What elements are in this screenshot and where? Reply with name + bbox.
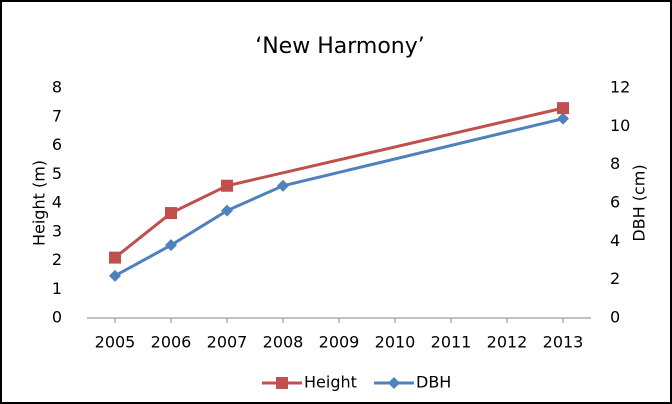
data-point xyxy=(277,179,289,192)
x-tick-label: 2005 xyxy=(95,333,136,352)
x-tick-label: 2013 xyxy=(543,333,584,352)
x-tick-label: 2010 xyxy=(375,333,416,352)
y-tick-label: 1 xyxy=(52,279,62,298)
data-point xyxy=(109,269,121,282)
data-point xyxy=(109,251,121,264)
y2-tick-label: 10 xyxy=(610,116,630,135)
series-line xyxy=(114,106,564,259)
data-point xyxy=(557,102,569,115)
y-tick-label: 5 xyxy=(52,164,62,183)
x-tick-label: 2009 xyxy=(319,333,360,352)
y2-tick-label: 12 xyxy=(610,78,630,97)
y-tick-label: 4 xyxy=(52,193,62,212)
y-tick-label: 6 xyxy=(52,135,62,154)
x-tick-label: 2011 xyxy=(431,333,472,352)
legend-marker xyxy=(388,377,400,389)
x-tick-label: 2012 xyxy=(487,333,528,352)
chart-title: ‘New Harmony’ xyxy=(255,34,425,59)
legend-marker xyxy=(276,377,288,389)
y2-axis-label: DBH (cm) xyxy=(630,164,649,241)
y-tick-label: 3 xyxy=(52,221,62,240)
y2-tick-label: 6 xyxy=(610,193,620,212)
y-tick-label: 0 xyxy=(52,308,62,327)
y2-tick-label: 2 xyxy=(610,269,620,288)
data-point xyxy=(557,112,569,125)
y-tick-label: 2 xyxy=(52,250,62,269)
x-tick-label: 2006 xyxy=(151,333,192,352)
data-point xyxy=(221,179,233,192)
legend-label: DBH xyxy=(416,373,451,392)
data-point xyxy=(165,207,177,220)
y2-tick-label: 4 xyxy=(610,231,620,250)
x-tick-label: 2008 xyxy=(263,333,304,352)
x-tick-label: 2007 xyxy=(207,333,248,352)
data-point xyxy=(165,239,177,252)
y-tick-label: 7 xyxy=(52,106,62,125)
y-tick-label: 8 xyxy=(52,78,62,97)
y2-tick-label: 0 xyxy=(610,308,620,327)
y-axis-label: Height (m) xyxy=(30,160,49,246)
legend-label: Height xyxy=(304,373,357,392)
y2-tick-label: 8 xyxy=(610,154,620,173)
data-point xyxy=(221,204,233,217)
